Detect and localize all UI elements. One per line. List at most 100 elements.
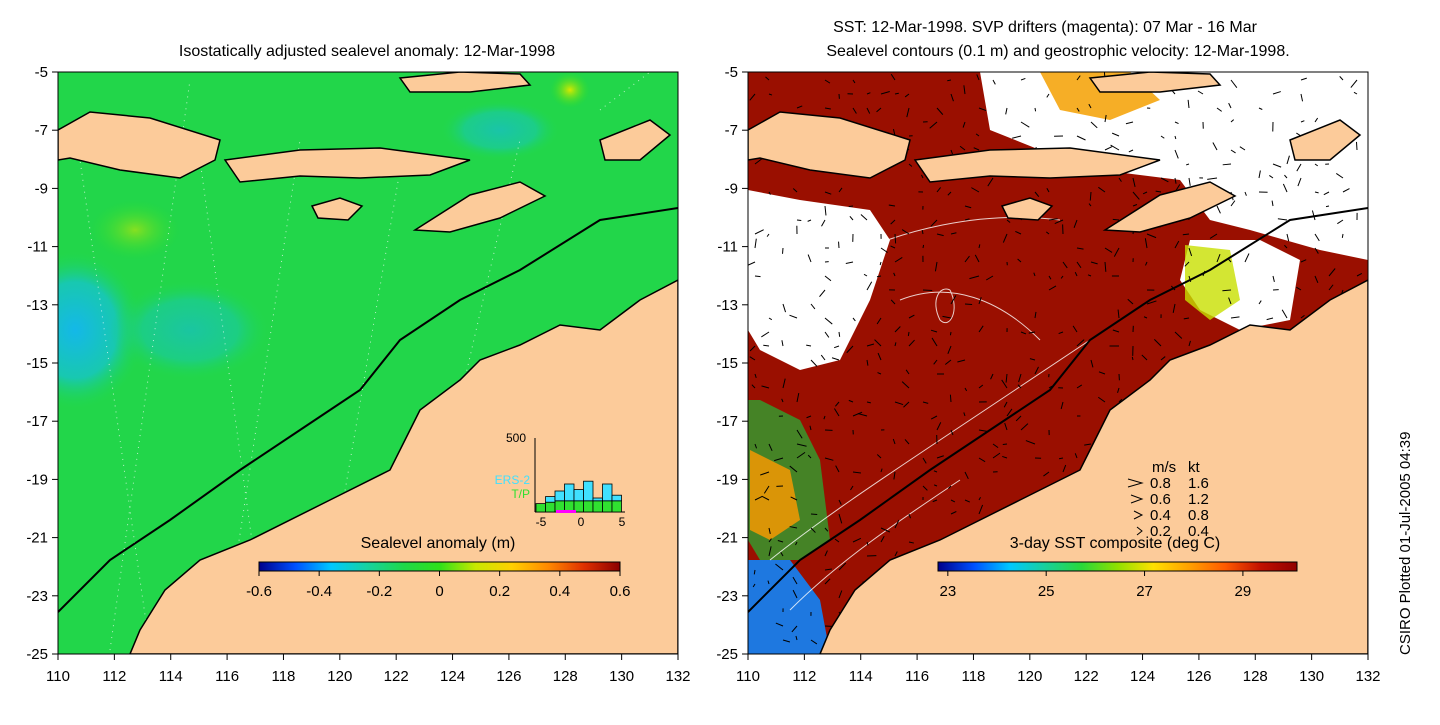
right-y-tick-label: -5 bbox=[725, 64, 738, 81]
right-y-axis: -5 -7 -9 -11 -13 -15 -17 -19 -21 -23 -25 bbox=[716, 64, 748, 663]
velocity-vector bbox=[1132, 357, 1133, 360]
velocity-vector bbox=[908, 332, 909, 336]
histogram-bar-tp bbox=[593, 501, 603, 512]
right-x-tick-label: 112 bbox=[792, 668, 816, 685]
right-x-tick-label: 128 bbox=[1243, 668, 1268, 685]
velocity-legend-ms: 0.6 bbox=[1150, 491, 1171, 508]
left-x-tick-label: 126 bbox=[496, 668, 521, 685]
velocity-legend-kt: 1.2 bbox=[1188, 491, 1209, 508]
left-y-tick-label: -25 bbox=[26, 646, 48, 663]
left-colorbar-tick-label: 0.6 bbox=[610, 583, 631, 600]
histogram-bar-ers2 bbox=[565, 484, 575, 501]
right-y-tick-label: -15 bbox=[716, 355, 738, 372]
velocity-vector bbox=[1035, 108, 1036, 111]
histogram-bar-ers2 bbox=[546, 497, 556, 503]
left-x-tick-label: 130 bbox=[609, 668, 634, 685]
right-y-tick-label: -13 bbox=[716, 297, 738, 314]
left-x-tick-label: 118 bbox=[271, 668, 295, 685]
histogram-legend-tp: T/P bbox=[511, 487, 530, 501]
right-colorbar-tick-label: 23 bbox=[939, 583, 956, 600]
left-y-tick-label: -5 bbox=[35, 64, 48, 81]
credit-label: CSIRO Plotted 01-Jul-2005 04:39 bbox=[1397, 432, 1414, 655]
left-y-tick-label: -21 bbox=[26, 530, 48, 547]
velocity-legend-kt: 1.6 bbox=[1188, 475, 1209, 492]
histogram-drifter-marker bbox=[556, 510, 576, 513]
velocity-vector bbox=[965, 304, 972, 305]
left-colorbar-tick-label: 0 bbox=[435, 583, 443, 600]
right-y-tick-label: -9 bbox=[725, 180, 738, 197]
left-y-tick-label: -7 bbox=[35, 122, 48, 139]
histogram-bar-tp bbox=[603, 501, 613, 512]
right-y-tick-label: -17 bbox=[716, 413, 738, 430]
histogram-bar-tp bbox=[612, 501, 622, 512]
left-y-tick-label: -19 bbox=[26, 471, 48, 488]
right-y-tick-label: -11 bbox=[717, 239, 738, 256]
left-x-tick-label: 124 bbox=[440, 668, 465, 685]
right-colorbar-tick-label: 29 bbox=[1235, 583, 1252, 600]
histogram-x-tick: -5 bbox=[536, 515, 547, 529]
right-panel-title-line1: SST: 12-Mar-1998. SVP drifters (magenta)… bbox=[833, 19, 1258, 36]
left-y-tick-label: -15 bbox=[26, 355, 48, 372]
right-x-tick-label: 124 bbox=[1130, 668, 1155, 685]
histogram-x-tick: 0 bbox=[578, 515, 585, 529]
right-x-tick-label: 120 bbox=[1017, 668, 1042, 685]
left-x-tick-label: 112 bbox=[102, 668, 126, 685]
left-x-tick-label: 114 bbox=[159, 668, 183, 685]
velocity-vector bbox=[1326, 206, 1329, 207]
right-y-tick-label: -21 bbox=[716, 530, 738, 547]
histogram-bar-ers2 bbox=[593, 498, 603, 501]
right-y-tick-label: -19 bbox=[716, 471, 738, 488]
left-colorbar-tick-label: -0.4 bbox=[306, 583, 332, 600]
left-x-tick-label: 122 bbox=[384, 668, 409, 685]
left-colorbar-title: Sealevel anomaly (m) bbox=[361, 535, 516, 552]
left-x-tick-label: 110 bbox=[46, 668, 70, 685]
histogram-x-tick: 5 bbox=[619, 515, 626, 529]
velocity-vector bbox=[1342, 234, 1343, 238]
right-x-tick-label: 132 bbox=[1355, 668, 1380, 685]
right-y-tick-label: -7 bbox=[725, 122, 738, 139]
velocity-vector bbox=[950, 332, 951, 335]
right-y-tick-label: -23 bbox=[716, 588, 738, 605]
left-x-tick-label: 128 bbox=[553, 668, 578, 685]
velocity-vector bbox=[923, 245, 924, 248]
velocity-vector bbox=[1003, 444, 1007, 445]
left-x-tick-label: 120 bbox=[327, 668, 352, 685]
right-y-tick-label: -25 bbox=[716, 646, 738, 663]
histogram-bar-tp bbox=[536, 504, 546, 512]
right-x-tick-label: 116 bbox=[905, 668, 929, 685]
histogram-ymax-label: 500 bbox=[506, 431, 526, 445]
left-y-tick-label: -17 bbox=[26, 413, 48, 430]
low-anomaly-region bbox=[110, 280, 270, 380]
right-x-tick-label: 130 bbox=[1299, 668, 1324, 685]
right-x-tick-label: 118 bbox=[961, 668, 985, 685]
velocity-vector bbox=[839, 332, 840, 337]
histogram-legend-ers2: ERS-2 bbox=[495, 473, 531, 487]
histogram-bar-ers2 bbox=[574, 490, 584, 501]
left-panel-title: Isostatically adjusted sealevel anomaly:… bbox=[179, 43, 555, 60]
left-y-tick-label: -11 bbox=[27, 239, 48, 256]
histogram-bar-tp bbox=[546, 502, 556, 512]
right-panel-title-line2: Sealevel contours (0.1 m) and geostrophi… bbox=[826, 43, 1289, 60]
velocity-legend-ms: 0.8 bbox=[1150, 475, 1171, 492]
high-anomaly-region bbox=[550, 72, 590, 108]
histogram-bar-ers2 bbox=[603, 484, 613, 501]
low-anomaly-region bbox=[440, 100, 560, 160]
right-colorbar-tick-label: 25 bbox=[1038, 583, 1055, 600]
right-colorbar-tick-label: 27 bbox=[1136, 583, 1153, 600]
right-x-tick-label: 126 bbox=[1186, 668, 1211, 685]
velocity-vector bbox=[947, 80, 951, 81]
left-y-tick-label: -9 bbox=[35, 180, 48, 197]
left-colorbar-tick-label: -0.2 bbox=[366, 583, 392, 600]
left-x-tick-label: 116 bbox=[215, 668, 239, 685]
velocity-vector bbox=[950, 395, 951, 402]
velocity-vector bbox=[1113, 219, 1119, 220]
velocity-legend-ms: 0.4 bbox=[1150, 507, 1171, 524]
right-x-tick-label: 122 bbox=[1074, 668, 1099, 685]
right-x-tick-label: 114 bbox=[849, 668, 873, 685]
velocity-vector bbox=[1222, 290, 1231, 291]
velocity-vector bbox=[895, 234, 896, 243]
velocity-vector bbox=[755, 276, 761, 277]
histogram-bar-ers2 bbox=[555, 491, 565, 501]
